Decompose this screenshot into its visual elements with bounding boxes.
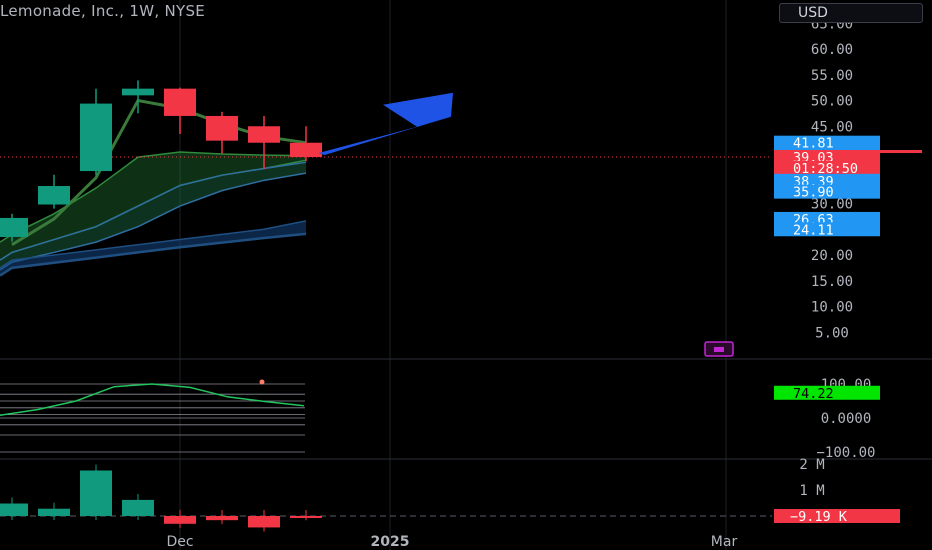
candle-body — [248, 126, 280, 143]
band-lower-2 — [0, 232, 307, 277]
rsi-current-label: 74.22 — [793, 386, 834, 402]
candle-body — [164, 88, 196, 116]
price-label-bg — [774, 173, 880, 188]
rsi-dot — [259, 379, 265, 385]
candle-body — [0, 217, 28, 237]
rsi-line — [0, 383, 305, 417]
volume-current-bg — [774, 509, 900, 523]
y-tick-label: 30.00 — [811, 197, 853, 213]
y-tick-label: 50.00 — [811, 94, 853, 110]
price-label-bg — [774, 222, 880, 237]
y-tick-label: 5.00 — [815, 325, 849, 341]
candle-body — [38, 185, 70, 205]
x-tick-label: 2025 — [371, 534, 410, 550]
chart-title: Lemonade, Inc., 1W, NYSE — [0, 2, 206, 20]
volume-y-tick-label: 2 M — [799, 457, 824, 473]
volume-current-label: −9.19 K — [790, 509, 848, 525]
rsi-current-bg — [774, 385, 880, 400]
price-label-bg — [774, 149, 880, 164]
price-label: 35.90 — [793, 185, 834, 201]
y-tick-label: 15.00 — [811, 274, 853, 290]
y-tick-label: 55.00 — [811, 68, 853, 84]
rsi-y-tick-label: −100.00 — [816, 445, 875, 461]
candle-body — [206, 115, 238, 141]
y-tick-label: 60.00 — [811, 42, 853, 58]
price-label-bg-ext — [880, 149, 922, 154]
y-tick-label: 45.00 — [811, 119, 853, 135]
candle-body — [290, 142, 322, 157]
band-area-2 — [0, 220, 306, 276]
candle-body — [80, 103, 112, 172]
band-upper-2 — [0, 220, 307, 269]
price-label-bg — [774, 135, 880, 150]
x-tick-label: Dec — [166, 534, 193, 550]
candle-body — [122, 88, 154, 96]
price-label: 24.11 — [793, 222, 834, 238]
rsi-y-tick-label: 0.0000 — [821, 411, 872, 427]
price-label-bg — [774, 160, 880, 175]
price-label: 41.81 — [793, 136, 834, 152]
volume-y-tick-label: 1 M — [799, 483, 824, 499]
forecast-arrow-icon — [318, 92, 453, 156]
band-upper-1 — [0, 161, 307, 261]
band-area-0 — [0, 152, 306, 261]
y-tick-label: 10.00 — [811, 300, 853, 316]
volume-bar — [0, 503, 28, 516]
y-tick-label: 20.00 — [811, 248, 853, 264]
x-tick-label: Mar — [711, 534, 738, 550]
event-marker-glyph — [714, 347, 724, 352]
price-label: 01:28:50 — [793, 161, 858, 177]
price-label-bg — [774, 184, 880, 199]
band-area-1 — [0, 162, 306, 270]
currency-selector[interactable]: USD — [779, 3, 923, 23]
